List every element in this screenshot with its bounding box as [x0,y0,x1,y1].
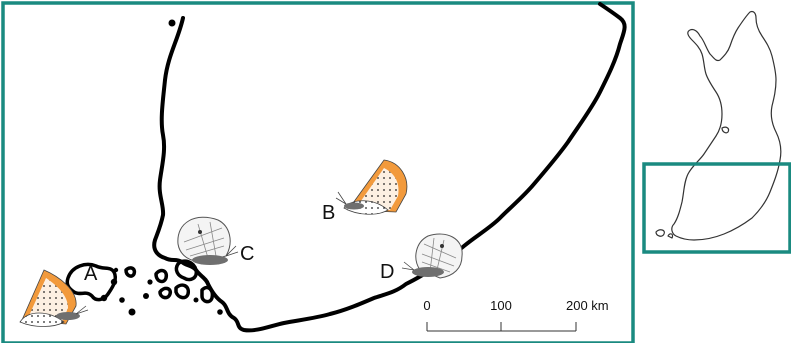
orange-spotted-butterfly-icon [19,269,89,327]
small-islands [100,267,223,316]
site-label-a: A [84,263,98,285]
coastline [152,2,627,333]
scale-tick-100: 100 [490,298,512,313]
white-veined-butterfly-icon [401,233,463,279]
scale-tick-0: 0 [423,298,430,313]
site-label-c: C [240,243,254,265]
main-map-frame [1,1,635,343]
archipelago [65,259,215,304]
finland-outline-icon [655,10,782,241]
inset-highlight-frame [642,162,791,254]
scale-bar [426,322,577,332]
orange-spotted-butterfly-icon [335,159,408,215]
white-veined-butterfly-icon [177,216,239,265]
site-label-b: B [322,202,335,224]
island [168,19,176,27]
site-label-d: D [380,261,394,283]
scale-tick-200: 200 km [566,298,609,313]
